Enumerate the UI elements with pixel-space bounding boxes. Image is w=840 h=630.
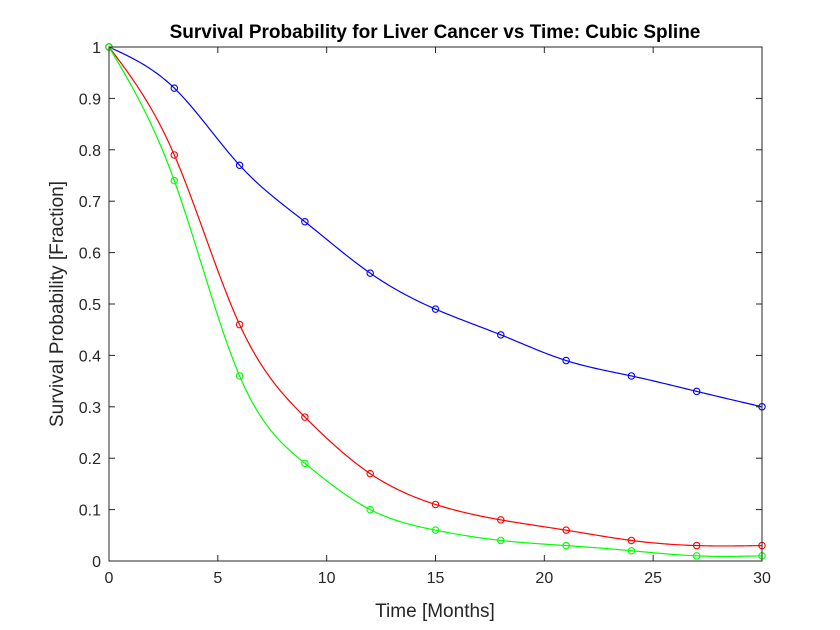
series-1-point: [235, 161, 244, 169]
y-tick-label: 0.8: [79, 143, 101, 160]
series-2-point: [497, 516, 505, 524]
series-2: [105, 43, 766, 550]
y-tick-label: 0.1: [79, 503, 101, 520]
series-3-point: [431, 526, 440, 534]
x-tick-label: 0: [105, 570, 114, 587]
y-axis-label: Survival Probability [Fraction]: [47, 181, 68, 427]
series-2-line: [108, 46, 763, 547]
axes-layer: 0 5 10 15 20 25 30 0 0.1 0.2 0.3 0.4 0.5 0.6 0.7 0.8 0.9…: [79, 40, 771, 587]
x-tick-label: 25: [644, 570, 662, 587]
series-1-point: [301, 218, 309, 226]
series-3-point: [170, 176, 179, 185]
series-2-point: [301, 413, 309, 421]
series-3-point: [301, 459, 309, 468]
series-1-line: [108, 46, 763, 408]
series-1-point: [692, 387, 701, 396]
x-axis-label: Time [Months]: [375, 601, 495, 622]
series-1-point: [366, 269, 374, 277]
y-tick-label: 0.7: [79, 194, 101, 211]
series-3-point: [366, 505, 374, 514]
series-3-point: [562, 541, 570, 550]
plot-area: [109, 47, 762, 561]
series-3-point: [692, 552, 701, 560]
x-tick-label: 15: [427, 570, 445, 587]
series-1-point: [497, 331, 505, 339]
series-3-line: [108, 46, 763, 557]
y-tick-label: 0.9: [79, 91, 101, 108]
series-2-point: [235, 320, 244, 329]
y-tick-label: 0.5: [79, 297, 101, 314]
series-layer: [105, 43, 766, 560]
series-2-point: [562, 526, 570, 534]
series-2-point: [170, 151, 179, 159]
series-1-point: [562, 356, 570, 365]
y-tick-label: 0.6: [79, 246, 101, 263]
chart-title: Survival Probability for Liver Cancer vs…: [170, 22, 701, 43]
series-2-point: [692, 541, 701, 550]
series-2-point: [431, 500, 440, 509]
x-tick-label: 5: [213, 570, 222, 587]
y-tick-label: 0: [92, 554, 101, 571]
series-1-point: [627, 372, 636, 380]
series-2-point: [366, 469, 374, 478]
series-3-point: [627, 546, 636, 555]
series-3-point: [235, 372, 244, 380]
y-tick-label: 1: [92, 40, 101, 57]
x-tick-label: 20: [535, 570, 553, 587]
y-tick-label: 0.3: [79, 400, 101, 417]
y-tick-label: 0.4: [79, 348, 101, 365]
series-2-point: [627, 536, 636, 545]
x-tick-label: 10: [318, 570, 336, 587]
series-3-point: [497, 536, 505, 545]
x-tick-label: 30: [753, 570, 771, 587]
series-1-point: [170, 84, 179, 92]
series-1-point: [431, 305, 440, 313]
y-tick-label: 0.2: [79, 451, 101, 468]
